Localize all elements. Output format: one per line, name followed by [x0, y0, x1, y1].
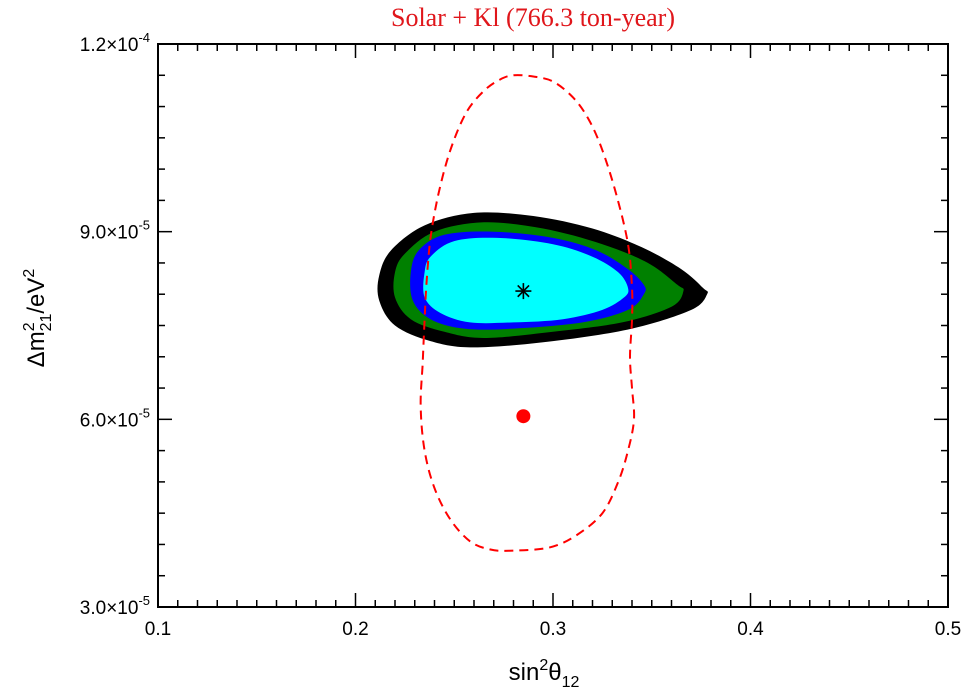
x-tick-label: 0.4: [737, 619, 764, 640]
y-tick-label: 3.0×10-5: [80, 593, 150, 619]
y-axis-title-sub: 21: [38, 314, 55, 332]
x-tick-label: 0.2: [342, 619, 368, 640]
y-axis-title-suffix: /eV: [23, 278, 50, 314]
x-axis-title-symbol: θ: [548, 659, 561, 686]
x-tick-label: 0.3: [540, 619, 566, 640]
y-axis-title-sup: 2: [21, 322, 38, 331]
x-tick-label: 0.1: [145, 619, 171, 640]
y-tick-label: 6.0×10-5: [80, 405, 150, 431]
x-axis-title-sub: 12: [562, 674, 580, 691]
chart-title: Solar + Kl (766.3 ton-year): [391, 3, 675, 32]
confidence-region-inner: [423, 237, 629, 324]
solar-only-contour: [419, 74, 636, 552]
best-fit-solar-dot: [516, 409, 531, 424]
axis-ticks: 0.1 0.2 0.3 0.4 0.5 3.0×10-5 6.0×10-5 9.0×10-5 1…: [80, 30, 961, 640]
y-tick-label: 1.2×10-4: [80, 30, 150, 56]
y-tick-label: 9.0×10-5: [80, 218, 150, 244]
x-tick-label: 0.5: [935, 619, 961, 640]
y-axis-title: Δm221/eV2: [21, 269, 55, 368]
y-axis-title-sup2: 2: [21, 269, 38, 278]
plot-area: [377, 74, 708, 552]
y-axis-title-prefix: Δm: [23, 331, 50, 367]
x-axis-title-sup: 2: [539, 657, 548, 674]
x-axis-title: sin2θ12: [509, 657, 580, 691]
best-fit-asterisk: [515, 283, 532, 300]
x-axis-title-base: sin: [509, 659, 540, 686]
